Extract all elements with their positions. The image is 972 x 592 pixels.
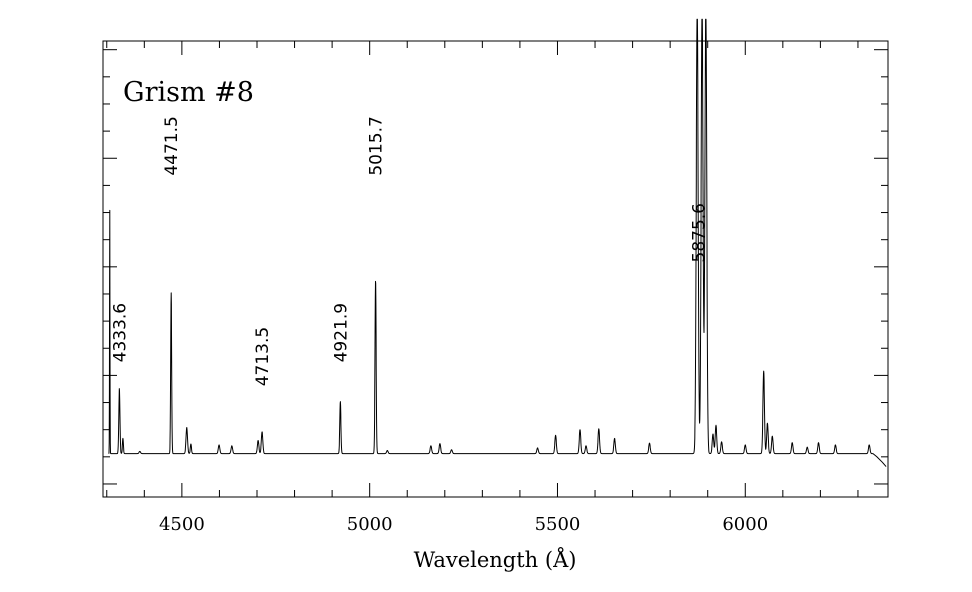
line-annotations: 4333.6 4471.5 4713.5 4921.9 5015.7 5875.6: [110, 116, 709, 386]
spectrum-line: [108, 18, 887, 467]
line-label: 4471.5: [162, 116, 182, 175]
line-label: 4713.5: [253, 327, 273, 386]
x-tick-label: 4500: [159, 514, 205, 535]
x-axis-title: Wavelength (Å): [414, 547, 577, 572]
plot-frame: [102, 40, 889, 498]
chart-title: Grism #8: [123, 77, 254, 108]
line-label: 4921.9: [331, 303, 351, 362]
x-tick-label: 5000: [347, 514, 393, 535]
line-label: 5875.6: [690, 203, 710, 262]
line-label: 4333.6: [110, 303, 130, 362]
x-tick-label: 5500: [535, 514, 581, 535]
axis-ticks: [103, 41, 888, 497]
line-label: 5015.7: [367, 116, 387, 175]
axis-tick-labels: 4500 5000 5500 6000: [159, 514, 768, 535]
x-tick-label: 6000: [722, 514, 768, 535]
spectrum-series: [108, 18, 887, 467]
